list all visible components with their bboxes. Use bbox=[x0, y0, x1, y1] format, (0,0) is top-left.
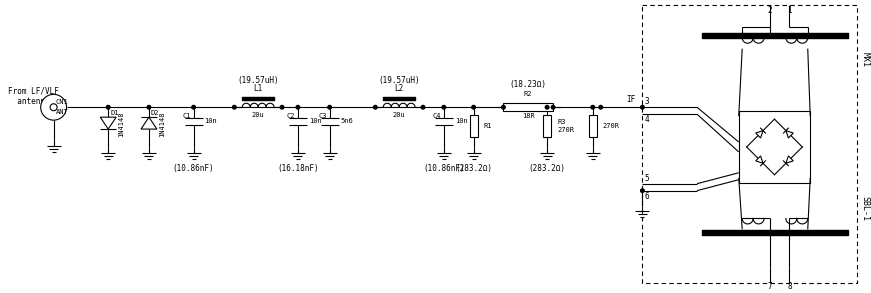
Text: R1: R1 bbox=[483, 123, 492, 129]
Text: L2: L2 bbox=[395, 84, 404, 93]
Bar bbox=[503, 103, 553, 111]
Text: C1: C1 bbox=[182, 113, 191, 119]
Text: 270R: 270R bbox=[557, 127, 574, 133]
Circle shape bbox=[51, 104, 57, 111]
Circle shape bbox=[296, 105, 300, 109]
Bar bbox=[739, 111, 810, 183]
Circle shape bbox=[472, 105, 476, 109]
Text: 10n: 10n bbox=[309, 118, 321, 124]
Text: 1N4148: 1N4148 bbox=[118, 111, 125, 137]
Text: L1: L1 bbox=[253, 84, 263, 93]
Text: ANT: ANT bbox=[56, 109, 68, 115]
Circle shape bbox=[551, 105, 555, 109]
Text: SBL-1: SBL-1 bbox=[861, 196, 870, 221]
Text: 20u: 20u bbox=[252, 112, 265, 118]
Text: 1N4148: 1N4148 bbox=[159, 111, 165, 137]
Polygon shape bbox=[756, 131, 763, 138]
Text: (19.57uH): (19.57uH) bbox=[378, 76, 420, 85]
Polygon shape bbox=[786, 131, 793, 138]
Bar bbox=[469, 115, 477, 137]
Text: 1: 1 bbox=[787, 6, 792, 15]
Text: 10n: 10n bbox=[455, 118, 468, 124]
Text: 6: 6 bbox=[645, 192, 649, 201]
Text: 8: 8 bbox=[787, 282, 792, 291]
Text: (10.86nF): (10.86nF) bbox=[172, 164, 214, 173]
Polygon shape bbox=[100, 117, 116, 129]
Text: 10n: 10n bbox=[205, 118, 217, 124]
Text: 7: 7 bbox=[767, 282, 772, 291]
Circle shape bbox=[442, 105, 446, 109]
Text: (283.2Ω): (283.2Ω) bbox=[529, 164, 565, 173]
Circle shape bbox=[422, 105, 425, 109]
Text: (10.86nF): (10.86nF) bbox=[423, 164, 464, 173]
Circle shape bbox=[280, 105, 284, 109]
Circle shape bbox=[106, 105, 110, 109]
Circle shape bbox=[502, 105, 505, 109]
Text: (283.2Ω): (283.2Ω) bbox=[456, 164, 492, 173]
Text: R2: R2 bbox=[524, 91, 532, 97]
Text: C4: C4 bbox=[432, 113, 441, 119]
Circle shape bbox=[641, 189, 645, 193]
Text: IF: IF bbox=[626, 95, 636, 104]
Text: 2: 2 bbox=[767, 6, 772, 15]
Circle shape bbox=[327, 105, 332, 109]
Text: CN1: CN1 bbox=[56, 99, 68, 105]
Circle shape bbox=[641, 105, 645, 109]
Polygon shape bbox=[756, 156, 763, 163]
Circle shape bbox=[591, 105, 595, 109]
Circle shape bbox=[545, 105, 549, 109]
Text: (16.18nF): (16.18nF) bbox=[277, 164, 319, 173]
Text: 3: 3 bbox=[645, 97, 649, 106]
Bar bbox=[589, 115, 597, 137]
Text: D2: D2 bbox=[151, 110, 159, 116]
Bar bbox=[544, 115, 551, 137]
Circle shape bbox=[374, 105, 377, 109]
Text: From LF/VLF
  antenna: From LF/VLF antenna bbox=[8, 86, 59, 106]
Text: 18R: 18R bbox=[522, 113, 535, 119]
Circle shape bbox=[233, 105, 236, 109]
Text: 4: 4 bbox=[645, 115, 649, 124]
Text: C3: C3 bbox=[318, 113, 327, 119]
Text: D1: D1 bbox=[111, 110, 118, 116]
Circle shape bbox=[192, 105, 195, 109]
FancyBboxPatch shape bbox=[643, 5, 857, 283]
Text: 270R: 270R bbox=[603, 123, 619, 129]
Text: 5: 5 bbox=[645, 174, 649, 183]
Polygon shape bbox=[141, 117, 157, 129]
Circle shape bbox=[147, 105, 151, 109]
Text: R3: R3 bbox=[557, 119, 565, 125]
Text: 20u: 20u bbox=[393, 112, 406, 118]
Text: (18.23Ω): (18.23Ω) bbox=[510, 80, 547, 89]
Text: MX1: MX1 bbox=[861, 52, 870, 67]
Circle shape bbox=[599, 105, 603, 109]
Text: (19.57uH): (19.57uH) bbox=[237, 76, 279, 85]
Polygon shape bbox=[786, 156, 793, 163]
Text: 5n6: 5n6 bbox=[341, 118, 354, 124]
Text: C2: C2 bbox=[287, 113, 295, 119]
Circle shape bbox=[41, 94, 66, 120]
